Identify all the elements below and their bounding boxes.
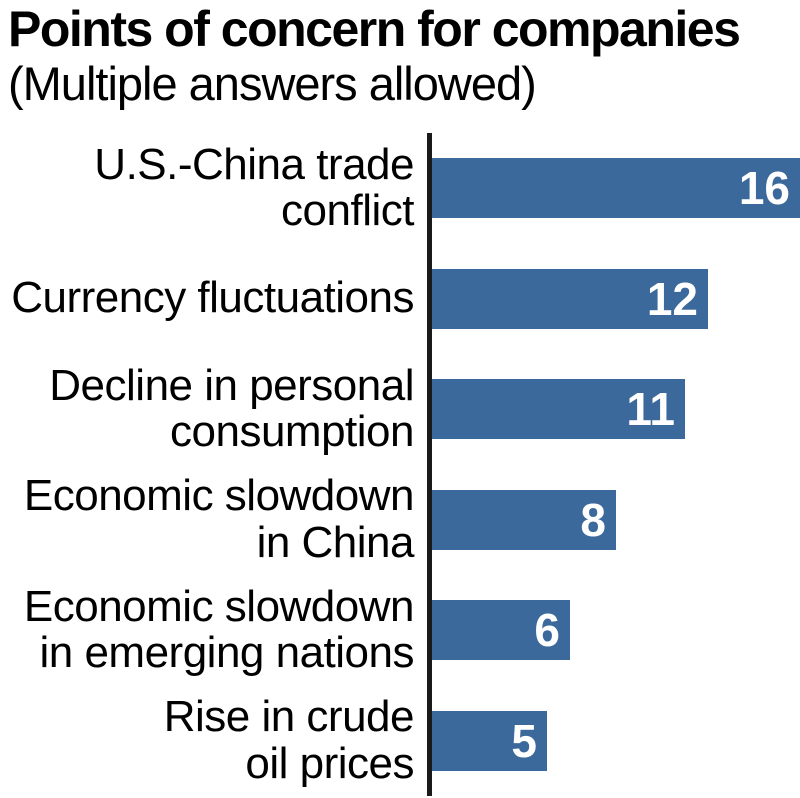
bar-value-label: 11 [626,383,675,436]
category-label: Economic slowdown in China [23,471,415,567]
bar-value-label: 12 [646,272,698,325]
bar-value-label: 5 [511,714,537,767]
bar-value-label: 8 [580,493,606,546]
chart-row: Rise in crude oil prices 5 [0,685,800,796]
chart-title: Points of concern for companies [8,1,741,57]
chart-row: Economic slowdown in emerging nations 6 [0,575,800,686]
bar-area: 12 [427,243,800,354]
category-label: U.S.-China trade conflict [94,139,414,236]
bar: 16 [432,158,800,219]
chart-subtitle: (Multiple answers allowed) [8,57,537,110]
bar: 8 [432,489,616,550]
category-label: Economic slowdown in emerging nations [23,581,415,678]
bar: 6 [432,600,570,661]
bar: 11 [432,379,685,440]
bar-chart-rows: U.S.-China trade conflict 16 Currency flu… [0,133,800,796]
category-label: Currency fluctuations [11,273,414,323]
chart-row: Decline in personal consumption 11 [0,354,800,465]
category-label: Decline in personal consumption [49,360,414,457]
chart-header: Points of concern for companies (Multipl… [8,1,800,110]
category-label: Rise in crude oil prices [163,692,415,788]
chart-row: Economic slowdown in China 8 [0,464,800,575]
bar: 12 [432,268,708,329]
bar-area: 11 [427,354,800,465]
bar-area: 5 [427,685,800,796]
bar-area: 6 [427,575,800,686]
bar-area: 8 [427,464,800,575]
bar: 5 [432,710,547,771]
chart-row: U.S.-China trade conflict 16 [0,133,800,244]
bar-value-label: 16 [738,162,790,215]
chart-row: Currency fluctuations 12 [0,243,800,354]
bar-chart: U.S.-China trade conflict 16 Currency flu… [0,133,800,796]
bar-area: 16 [427,133,800,244]
bar-value-label: 6 [534,604,560,657]
